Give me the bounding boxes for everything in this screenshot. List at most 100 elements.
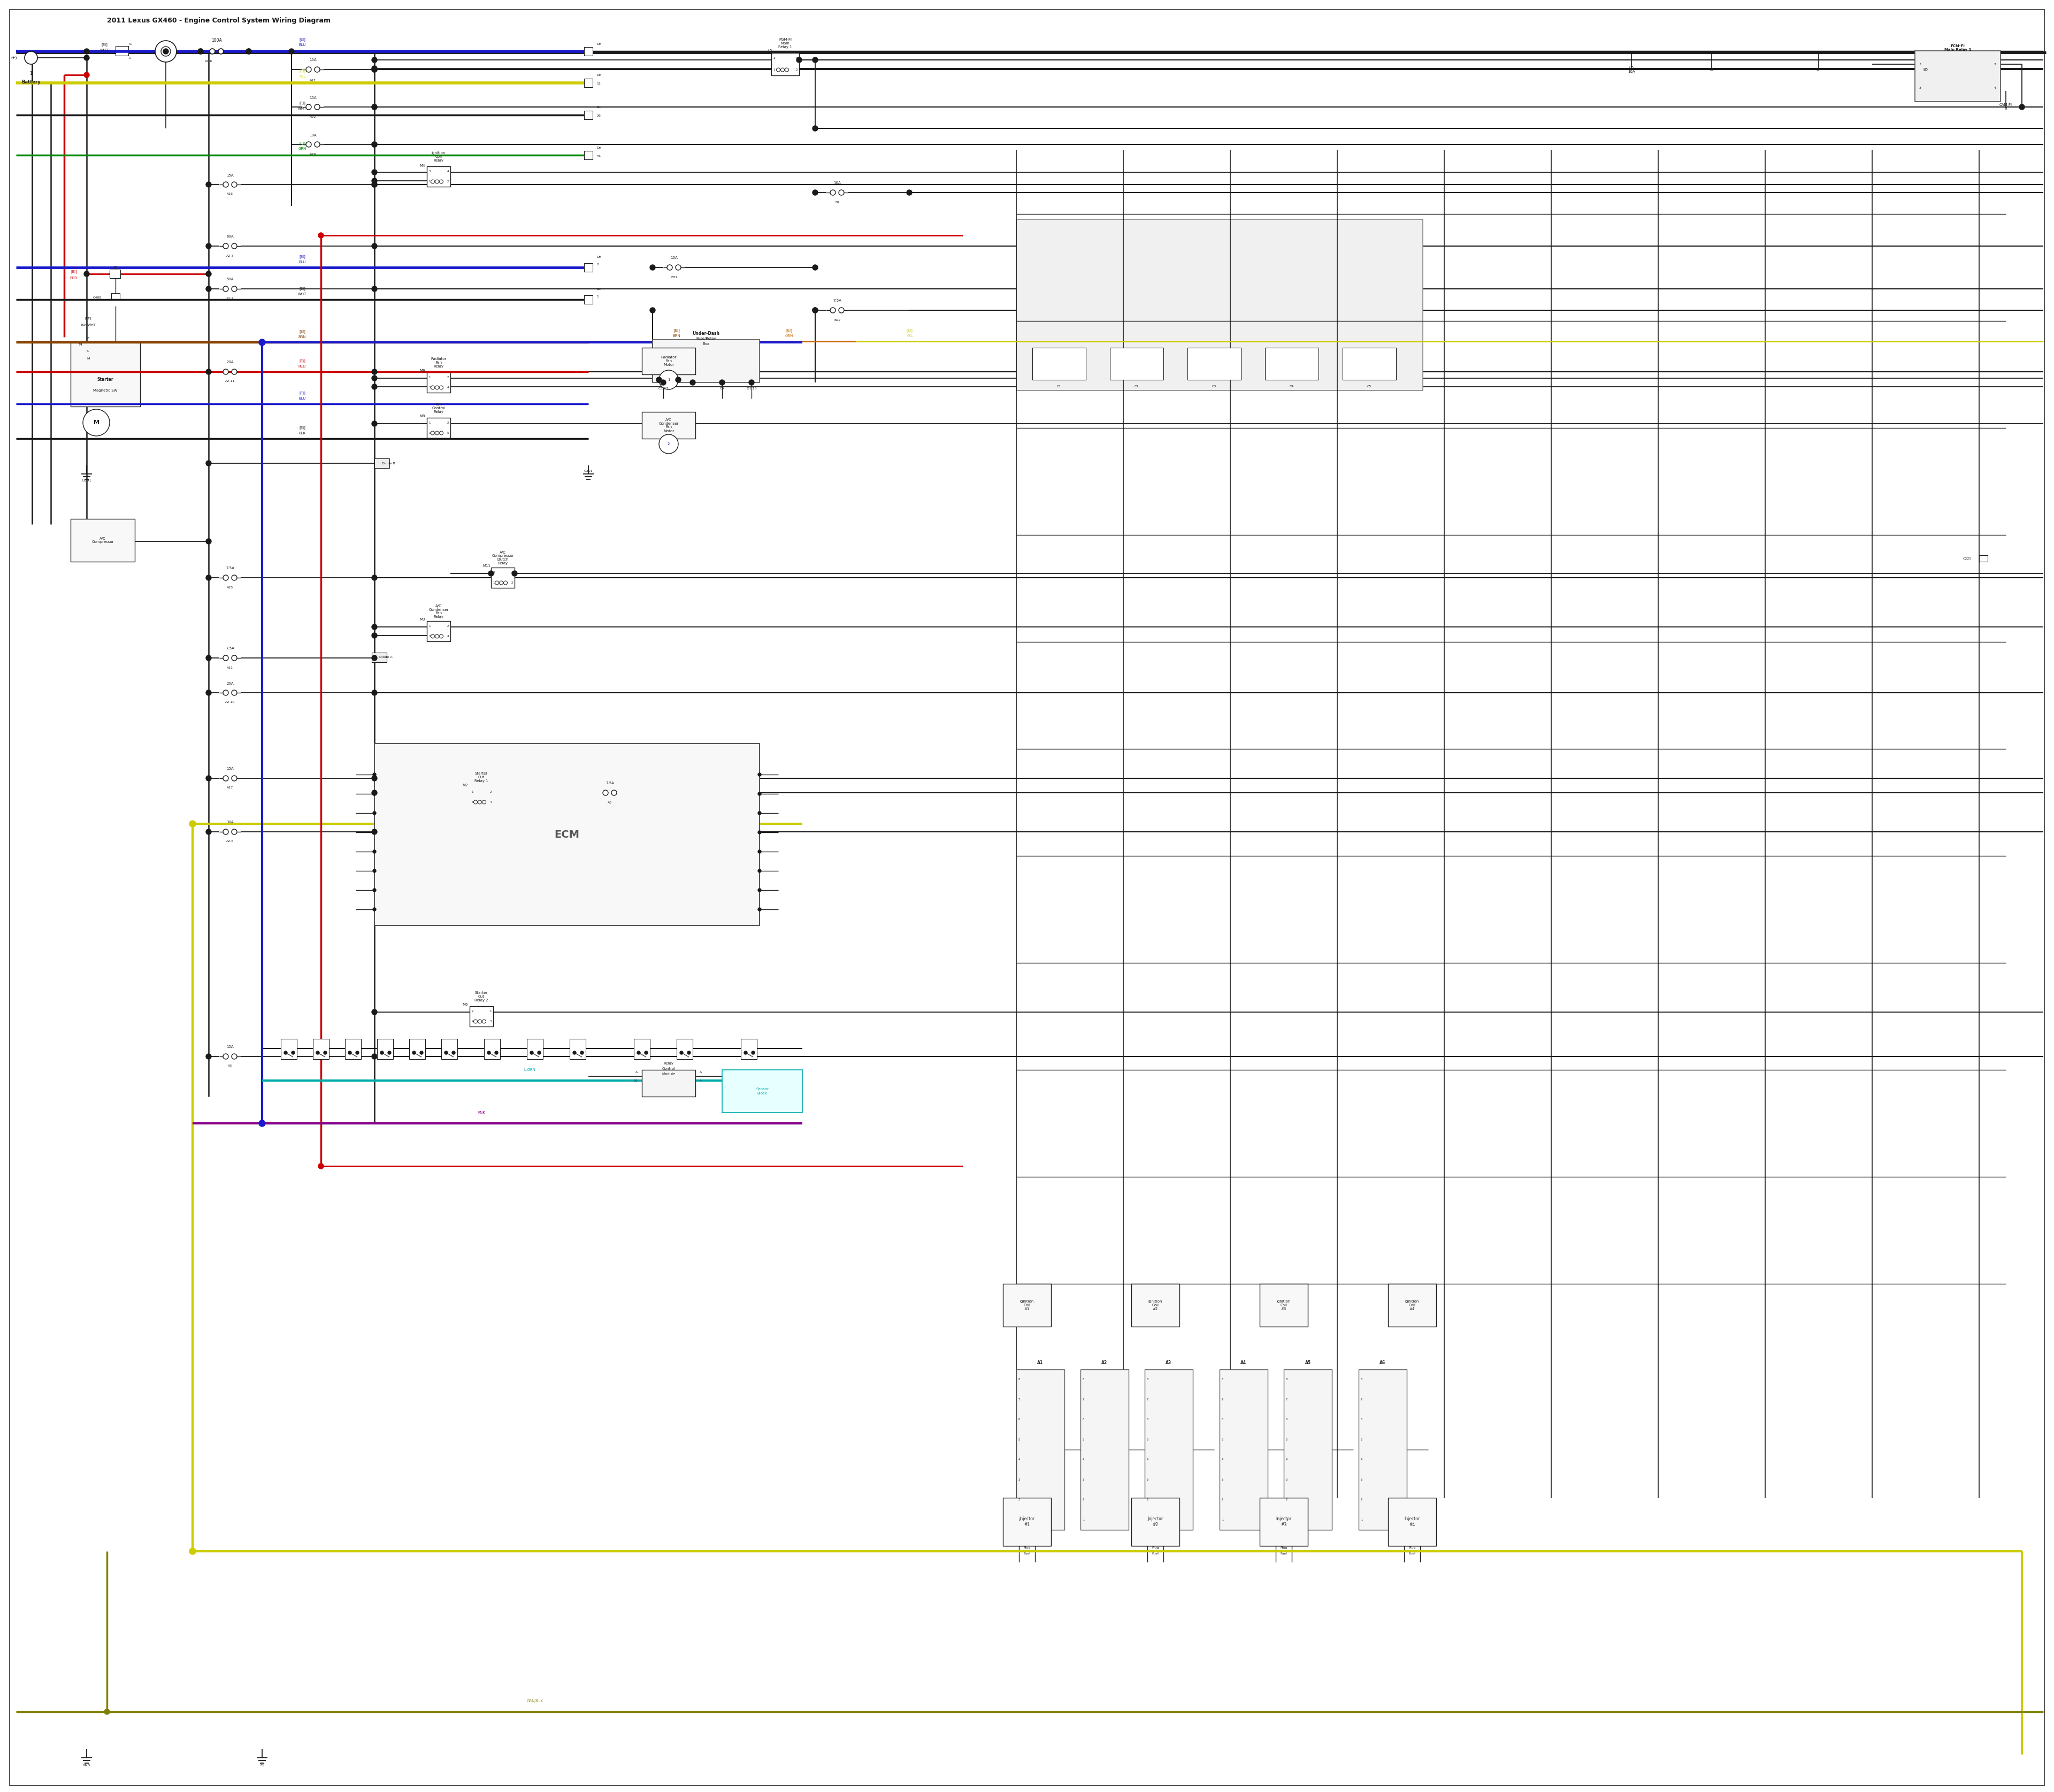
Text: Dn: Dn (596, 147, 602, 149)
Circle shape (511, 572, 518, 575)
Text: GND: GND (82, 1763, 90, 1767)
Circle shape (440, 179, 444, 183)
Text: Injector
#3: Injector #3 (1276, 1516, 1292, 1527)
Text: A11: A11 (226, 667, 234, 668)
Text: A2-11: A2-11 (226, 380, 234, 383)
Text: FCM-FI
Main Relay 1: FCM-FI Main Relay 1 (1945, 45, 1972, 52)
Bar (485, 1039, 499, 1059)
Circle shape (758, 889, 762, 892)
Bar (583, 296, 594, 305)
Text: A1-6: A1-6 (205, 61, 212, 63)
Text: YEL: YEL (906, 335, 912, 337)
Text: M4: M4 (419, 165, 425, 167)
Text: 19: 19 (596, 154, 600, 158)
Circle shape (719, 380, 725, 385)
Text: B: B (86, 337, 88, 339)
Text: 20A: 20A (226, 683, 234, 685)
Circle shape (306, 104, 312, 109)
Bar (1259, 1498, 1308, 1546)
Circle shape (84, 72, 88, 77)
Text: [EJ]: [EJ] (674, 328, 680, 332)
Circle shape (205, 369, 212, 375)
Circle shape (259, 1120, 265, 1127)
Circle shape (290, 48, 294, 54)
Circle shape (205, 830, 212, 835)
Circle shape (431, 634, 435, 638)
Text: 1: 1 (127, 56, 131, 59)
Text: [EJ]: [EJ] (70, 271, 76, 274)
Circle shape (372, 287, 378, 292)
Bar (1358, 1369, 1407, 1530)
Bar (1220, 1369, 1267, 1530)
Circle shape (374, 812, 376, 815)
Text: Injector
#1: Injector #1 (1019, 1516, 1035, 1527)
Circle shape (205, 287, 212, 292)
Text: BRN: BRN (674, 335, 680, 337)
Text: A5: A5 (1304, 1360, 1310, 1366)
Circle shape (479, 801, 483, 805)
Text: Diode B: Diode B (382, 462, 394, 464)
Text: GRN/BLK: GRN/BLK (526, 1699, 542, 1702)
Circle shape (84, 48, 88, 54)
Circle shape (374, 772, 376, 776)
Text: B22: B22 (834, 319, 840, 321)
Circle shape (380, 1052, 384, 1054)
Circle shape (283, 1052, 288, 1054)
Bar (470, 787, 493, 806)
Text: 20A: 20A (226, 360, 234, 364)
Circle shape (205, 575, 212, 581)
Circle shape (813, 190, 817, 195)
Circle shape (246, 48, 251, 54)
Circle shape (162, 48, 168, 54)
Circle shape (676, 265, 682, 271)
Bar (583, 79, 594, 88)
Circle shape (197, 48, 203, 54)
Text: A2-10: A2-10 (226, 701, 234, 704)
Circle shape (538, 1052, 540, 1054)
Circle shape (2019, 104, 2025, 109)
Circle shape (25, 52, 37, 65)
Text: 15A: 15A (310, 97, 316, 100)
Text: Dn: Dn (596, 256, 602, 258)
Circle shape (84, 271, 88, 276)
Circle shape (776, 68, 781, 72)
Circle shape (224, 830, 228, 835)
Text: T4: T4 (78, 342, 82, 346)
Circle shape (474, 1020, 477, 1023)
Circle shape (224, 369, 228, 375)
Circle shape (232, 575, 236, 581)
Circle shape (906, 190, 912, 195)
Circle shape (758, 849, 762, 853)
Circle shape (838, 308, 844, 314)
Bar (1080, 1369, 1128, 1530)
Bar (115, 47, 127, 56)
Bar (86, 340, 92, 346)
Bar (1033, 348, 1087, 380)
Text: 7.5A: 7.5A (832, 299, 842, 303)
Text: Fuse/Relay: Fuse/Relay (696, 337, 717, 340)
Bar (1259, 1283, 1308, 1326)
Circle shape (205, 244, 212, 249)
Circle shape (374, 869, 376, 873)
Circle shape (452, 1052, 456, 1054)
Text: M: M (92, 419, 99, 425)
Circle shape (649, 308, 655, 314)
Bar (70, 342, 140, 407)
Text: [EJ]: [EJ] (300, 70, 306, 73)
Bar (641, 412, 696, 439)
Circle shape (431, 385, 435, 389)
Bar (583, 151, 594, 159)
Text: Diode A: Diode A (380, 656, 392, 659)
Text: [EJ]: [EJ] (300, 330, 306, 333)
Text: Fuel: Fuel (1409, 1552, 1415, 1555)
Circle shape (372, 633, 378, 638)
Circle shape (232, 287, 236, 292)
Text: M8: M8 (419, 414, 425, 418)
Text: 3: 3 (1918, 88, 1920, 90)
Circle shape (372, 66, 378, 72)
Text: A2-6: A2-6 (226, 840, 234, 842)
Text: M11: M11 (483, 564, 491, 568)
Text: WHT: WHT (298, 292, 306, 296)
Bar (1017, 219, 1423, 391)
Text: A22: A22 (310, 115, 316, 118)
